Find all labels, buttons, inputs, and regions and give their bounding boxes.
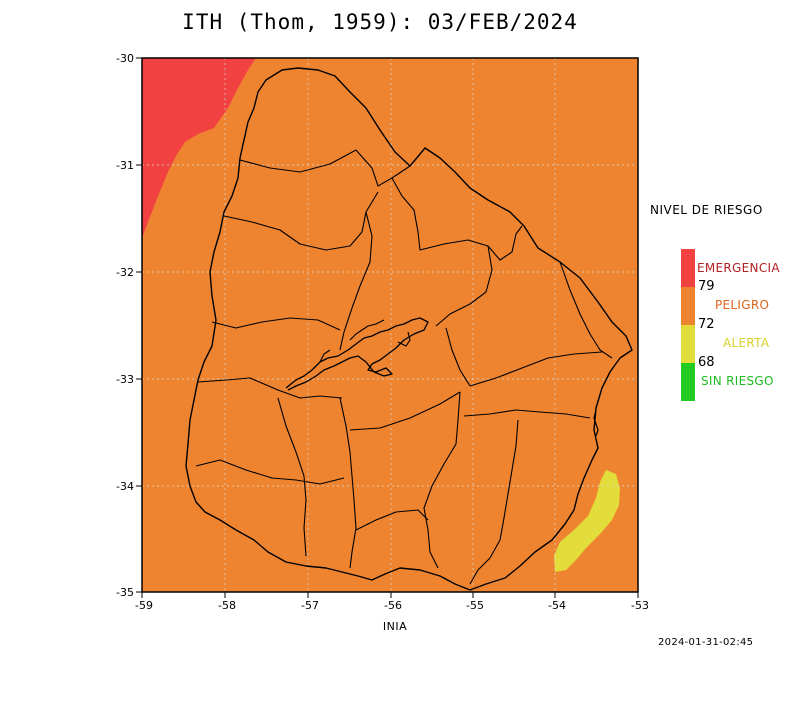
x-axis xyxy=(141,592,639,598)
legend-label-peligro: PELIGRO xyxy=(715,298,770,312)
legend-swatch-sin-riesgo xyxy=(681,363,695,401)
x-tick-label: -57 xyxy=(301,599,319,612)
x-tick-label: -59 xyxy=(135,599,153,612)
legend-threshold: 72 xyxy=(698,317,715,332)
source-label: INIA xyxy=(382,620,408,633)
alerta-region xyxy=(554,470,620,572)
laguna-line xyxy=(593,409,599,437)
y-tick-label: -33 xyxy=(116,373,134,386)
x-tick-label: -54 xyxy=(548,599,566,612)
map-title: ITH (Thom, 1959): 03/FEB/2024 xyxy=(182,10,578,34)
y-tick-label: -35 xyxy=(116,586,134,599)
legend-threshold: 79 xyxy=(698,279,715,294)
legend-label-emergencia: EMERGENCIA xyxy=(697,261,780,275)
country-outline xyxy=(185,67,633,591)
y-axis xyxy=(136,57,142,593)
department-borders xyxy=(195,149,613,585)
legend-threshold: 68 xyxy=(698,355,715,370)
legend-title: NIVEL DE RIESGO xyxy=(650,203,763,217)
plot-frame xyxy=(141,57,639,593)
legend-label-sin-riesgo: SIN RIESGO xyxy=(701,374,774,388)
y-tick-label: -34 xyxy=(116,480,134,493)
x-tick-label: -55 xyxy=(466,599,484,612)
map-background-peligro xyxy=(142,58,638,592)
legend-swatch-peligro xyxy=(681,287,695,325)
x-tick-label: -58 xyxy=(218,599,236,612)
emergencia-region xyxy=(142,58,256,238)
legend-swatch-emergencia xyxy=(681,249,695,287)
reservoir-river xyxy=(285,317,429,391)
x-tick-label: -53 xyxy=(631,599,649,612)
y-tick-label: -32 xyxy=(116,266,134,279)
x-tick-label: -56 xyxy=(384,599,402,612)
y-tick-label: -30 xyxy=(116,52,134,65)
reservoir-branch xyxy=(319,319,411,363)
y-tick-label: -31 xyxy=(116,159,134,172)
legend-label-alerta: ALERTA xyxy=(723,336,770,350)
timestamp: 2024-01-31-02:45 xyxy=(658,637,754,648)
legend-swatch-alerta xyxy=(681,325,695,363)
